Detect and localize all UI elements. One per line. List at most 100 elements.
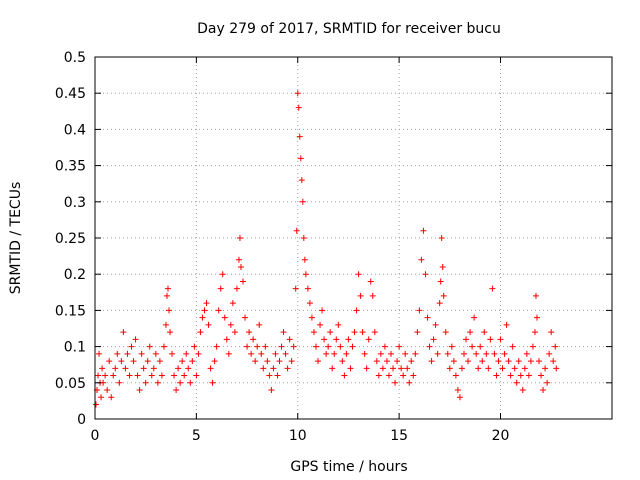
- y-tick-label: 0.45: [55, 86, 86, 102]
- data-point: [142, 379, 149, 386]
- data-point: [225, 350, 232, 357]
- data-point: [327, 329, 334, 336]
- data-point: [481, 329, 488, 336]
- data-point: [361, 350, 368, 357]
- data-point: [422, 271, 429, 278]
- data-point: [436, 300, 443, 307]
- y-axis-label: SRMTID / TECUs: [8, 182, 24, 295]
- data-point: [345, 336, 352, 343]
- data-point: [349, 343, 356, 350]
- data-point: [201, 307, 208, 314]
- data-point: [467, 329, 474, 336]
- data-point: [505, 358, 512, 365]
- y-tick-label: 0.3: [64, 195, 86, 211]
- y-tick-label: 0.4: [64, 122, 86, 138]
- x-tick-label: 15: [390, 428, 408, 444]
- data-point: [452, 372, 459, 379]
- data-point: [280, 329, 287, 336]
- data-point: [442, 329, 449, 336]
- data-point: [110, 372, 117, 379]
- axis-ticks: [94, 56, 612, 420]
- data-point: [499, 365, 506, 372]
- data-point: [381, 343, 388, 350]
- data-point: [418, 256, 425, 263]
- data-point: [116, 379, 123, 386]
- data-point: [550, 358, 557, 365]
- data-point: [258, 350, 265, 357]
- data-point: [278, 343, 285, 350]
- data-point: [540, 387, 547, 394]
- data-point: [310, 329, 317, 336]
- data-point: [292, 285, 299, 292]
- data-point: [108, 394, 115, 401]
- data-point: [173, 387, 180, 394]
- data-point: [529, 343, 536, 350]
- data-point: [465, 358, 472, 365]
- data-point: [434, 350, 441, 357]
- data-point: [154, 379, 161, 386]
- data-point: [527, 358, 534, 365]
- data-point: [373, 358, 380, 365]
- data-point: [156, 358, 163, 365]
- data-point: [242, 314, 249, 321]
- data-point: [301, 256, 308, 263]
- data-point: [533, 314, 540, 321]
- data-point: [355, 271, 362, 278]
- data-point: [513, 379, 520, 386]
- data-point: [93, 401, 100, 408]
- data-point: [262, 343, 269, 350]
- data-point: [112, 365, 119, 372]
- data-point: [424, 314, 431, 321]
- data-point: [209, 379, 216, 386]
- data-point: [270, 365, 277, 372]
- data-point: [367, 278, 374, 285]
- data-point: [205, 321, 212, 328]
- data-point: [408, 358, 415, 365]
- data-point: [102, 372, 109, 379]
- data-point: [235, 256, 242, 263]
- x-tick-labels: 0 5 10 15 20: [91, 428, 510, 444]
- data-point: [515, 358, 522, 365]
- data-point: [286, 336, 293, 343]
- data-point: [383, 358, 390, 365]
- data-point: [272, 350, 279, 357]
- data-point: [414, 329, 421, 336]
- data-point: [298, 177, 305, 184]
- y-tick-label: 0.1: [64, 340, 86, 356]
- data-point: [299, 198, 306, 205]
- data-point: [487, 336, 494, 343]
- data-point: [227, 321, 234, 328]
- data-point: [197, 329, 204, 336]
- data-point: [268, 387, 275, 394]
- data-point: [260, 365, 267, 372]
- data-point: [521, 365, 528, 372]
- data-point: [450, 358, 457, 365]
- data-point: [164, 285, 171, 292]
- data-point: [491, 350, 498, 357]
- x-tick-label: 10: [289, 428, 307, 444]
- data-point: [553, 365, 560, 372]
- data-point: [203, 300, 210, 307]
- data-point: [319, 307, 326, 314]
- data-point: [288, 358, 295, 365]
- data-point: [152, 350, 159, 357]
- data-point: [388, 350, 395, 357]
- data-point: [475, 365, 482, 372]
- data-point: [199, 314, 206, 321]
- data-point: [179, 358, 186, 365]
- data-point: [181, 372, 188, 379]
- data-point: [166, 307, 173, 314]
- data-point: [130, 358, 137, 365]
- data-point: [169, 350, 176, 357]
- y-tick-label: 0.5: [64, 50, 86, 66]
- data-point: [122, 365, 129, 372]
- data-point: [483, 350, 490, 357]
- data-point: [100, 379, 107, 386]
- data-point: [454, 387, 461, 394]
- x-axis-label: GPS time / hours: [290, 459, 407, 475]
- data-point: [304, 285, 311, 292]
- data-point: [144, 358, 151, 365]
- y-tick-label: 0.25: [55, 231, 86, 247]
- data-point: [511, 365, 518, 372]
- data-point: [337, 343, 344, 350]
